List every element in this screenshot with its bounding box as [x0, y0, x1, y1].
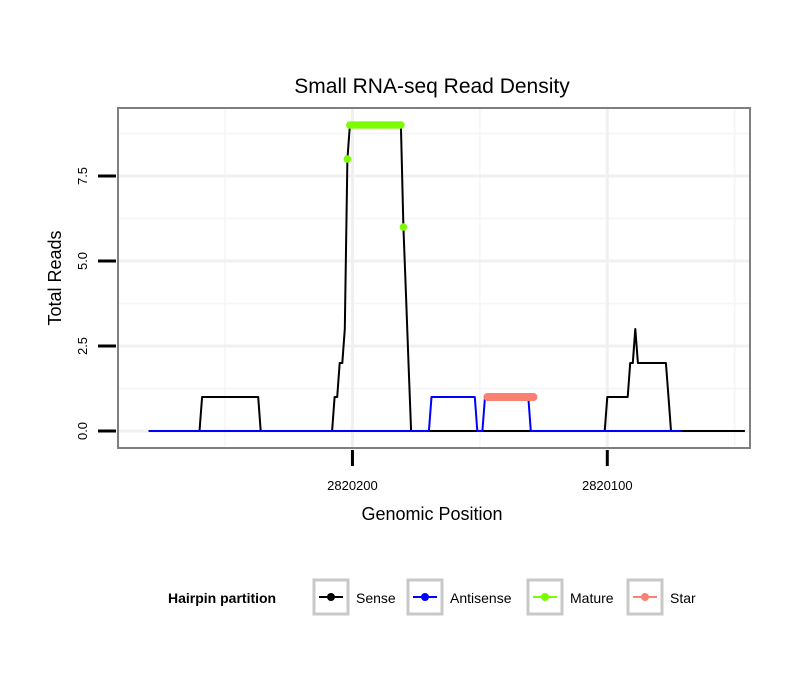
- legend-label: Star: [670, 590, 696, 606]
- y-tick-label: 5.0: [75, 252, 90, 270]
- y-tick-label: 0.0: [75, 422, 90, 440]
- y-tick-label: 2.5: [75, 337, 90, 355]
- x-axis-label: Genomic Position: [361, 504, 502, 524]
- legend-key-point: [541, 593, 549, 601]
- series-point-mature: [343, 155, 352, 163]
- legend-key-point: [421, 593, 429, 601]
- x-tick-label: 2820200: [327, 478, 378, 493]
- legend-title: Hairpin partition: [168, 590, 276, 606]
- legend-label: Sense: [356, 590, 396, 606]
- legend-label: Antisense: [450, 590, 512, 606]
- series-layer: [148, 121, 745, 432]
- series-line-antisense: [148, 396, 682, 432]
- series-point-mature: [399, 223, 408, 231]
- plot-border: [117, 107, 751, 449]
- y-tick-label: 7.5: [75, 167, 90, 185]
- legend: Hairpin partition Sense Antisense Mature St…: [168, 578, 696, 616]
- x-axis: 2820200 2820100: [327, 450, 633, 493]
- legend-label: Mature: [570, 590, 614, 606]
- legend-key-point: [327, 593, 335, 601]
- series-point-star: [529, 393, 538, 401]
- series-point-mature: [397, 121, 405, 129]
- grid-minor: [118, 108, 750, 448]
- plot-panel: [118, 108, 750, 448]
- y-axis: 0.0 2.5 5.0 7.5: [75, 167, 116, 440]
- y-axis-label: Total Reads: [45, 230, 65, 325]
- chart-title: Small RNA-seq Read Density: [294, 75, 570, 98]
- legend-key-point: [641, 593, 649, 601]
- x-tick-label: 2820100: [582, 478, 633, 493]
